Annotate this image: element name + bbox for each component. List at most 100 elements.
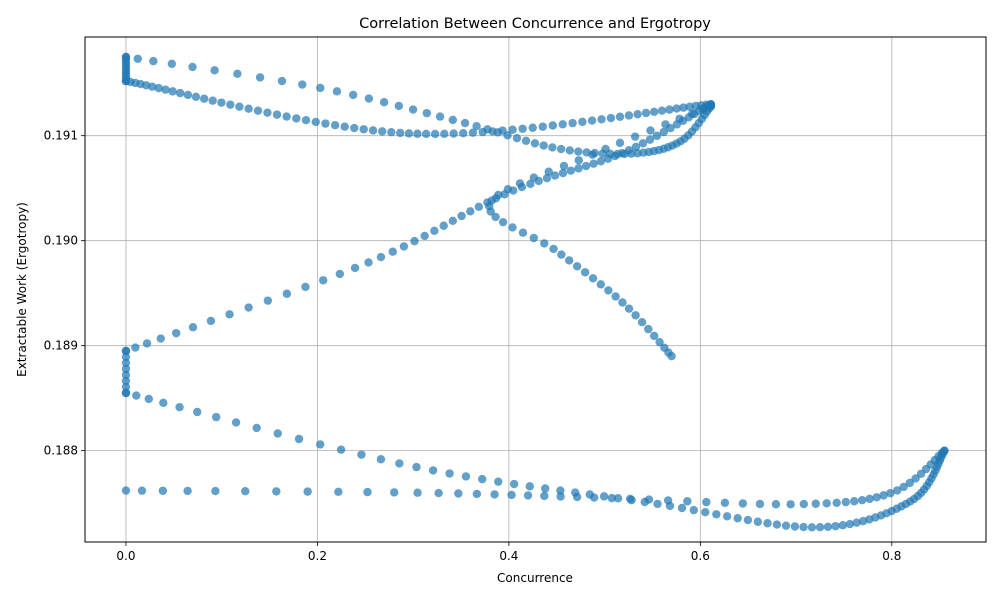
scatter-point xyxy=(599,492,609,501)
scatter-point xyxy=(211,486,220,496)
scatter-point xyxy=(158,486,168,495)
scatter-point xyxy=(477,474,487,484)
scatter-point xyxy=(772,520,782,529)
scatter-point xyxy=(879,491,888,500)
scatter-point xyxy=(652,131,662,141)
scatter-point xyxy=(657,106,667,115)
scatter-point xyxy=(799,499,809,509)
x-axis-label: Concurrence xyxy=(497,571,573,585)
scatter-point xyxy=(132,391,141,400)
scatter-point xyxy=(413,129,422,138)
scatter-point xyxy=(472,121,481,131)
scatter-point xyxy=(558,120,567,129)
scatter-point xyxy=(379,98,389,107)
scatter-point xyxy=(168,87,177,96)
plot-frame xyxy=(84,36,987,543)
scatter-point xyxy=(574,164,583,173)
scatter-point xyxy=(712,510,721,519)
scatter-point xyxy=(540,491,549,501)
scatter-point xyxy=(131,343,140,352)
scatter-point xyxy=(368,126,378,135)
scatter-point xyxy=(508,223,517,232)
scatter-point xyxy=(529,173,539,182)
scatter-point xyxy=(911,474,920,483)
scatter-point xyxy=(193,407,202,417)
scatter-point xyxy=(661,120,670,129)
scatter-point xyxy=(771,500,781,509)
scatter-point xyxy=(627,149,636,158)
scatter-point xyxy=(675,114,684,123)
scatter-point xyxy=(815,523,825,532)
scatter-point xyxy=(893,486,902,495)
scatter-point xyxy=(494,190,503,200)
scatter-point xyxy=(420,231,429,241)
scatter-point xyxy=(183,486,192,496)
scatter-point xyxy=(620,149,629,159)
y-tick-label: 0.190 xyxy=(44,234,78,248)
scatter-point xyxy=(613,149,622,159)
scatter-point xyxy=(540,239,549,248)
scatter-point xyxy=(336,445,346,454)
scatter-point xyxy=(655,337,664,347)
scatter-point xyxy=(589,493,599,502)
scatter-point xyxy=(649,107,659,117)
scatter-point xyxy=(529,233,539,243)
scatter-point xyxy=(597,115,606,124)
scatter-point xyxy=(483,125,492,134)
scatter-point xyxy=(121,370,131,380)
data-points xyxy=(121,52,949,532)
scatter-point xyxy=(556,486,565,495)
scatter-point xyxy=(121,376,131,386)
x-tick-label: 0.4 xyxy=(499,549,518,563)
scatter-point xyxy=(348,90,358,100)
scatter-point xyxy=(720,498,730,508)
scatter-point xyxy=(430,226,439,235)
scatter-point xyxy=(208,96,217,105)
scatter-point xyxy=(688,109,697,118)
scatter-point xyxy=(507,490,516,500)
scatter-point xyxy=(321,119,330,128)
scatter-point xyxy=(457,211,466,221)
scatter-point xyxy=(518,124,527,133)
scatter-point xyxy=(625,494,635,503)
scatter-point xyxy=(564,256,574,265)
scatter-point xyxy=(440,129,449,139)
scatter-point xyxy=(683,497,692,506)
scatter-point xyxy=(613,494,623,503)
scatter-point xyxy=(587,116,597,125)
scatter-point xyxy=(253,106,263,115)
chart-title: Correlation Between Concurrence and Ergo… xyxy=(359,16,711,32)
scatter-point xyxy=(421,129,431,139)
scatter-point xyxy=(624,111,634,120)
scatter-point xyxy=(498,217,508,227)
scatter-point xyxy=(188,323,198,332)
scatter-point xyxy=(665,105,674,114)
scatter-point xyxy=(282,112,291,121)
scatter-point xyxy=(183,90,193,100)
scatter-point xyxy=(387,128,396,137)
scatter-point xyxy=(301,282,310,292)
scatter-point xyxy=(518,228,528,237)
scatter-point xyxy=(231,418,241,427)
scatter-point xyxy=(905,478,915,488)
y-axis-ticks: 0.188 0.189 0.190 0.191 xyxy=(44,129,85,458)
scatter-point xyxy=(350,263,360,273)
scatter-point xyxy=(460,118,470,128)
scatter-point xyxy=(646,126,655,135)
scatter-point xyxy=(755,499,765,509)
scatter-point xyxy=(272,110,282,119)
x-tick-label: 0.0 xyxy=(116,549,135,563)
scatter-point xyxy=(466,207,475,216)
scatter-point xyxy=(408,105,418,114)
scatter-point xyxy=(364,94,374,103)
scatter-point xyxy=(422,108,432,118)
scatter-point xyxy=(601,144,610,154)
scatter-point xyxy=(210,66,219,75)
scatter-point xyxy=(503,131,512,140)
scatter-point xyxy=(154,83,163,93)
scatter-point xyxy=(121,382,131,392)
scatter-point xyxy=(822,499,831,508)
scatter-point xyxy=(235,102,244,111)
scatter-point xyxy=(838,521,848,530)
scatter-point xyxy=(706,102,716,111)
